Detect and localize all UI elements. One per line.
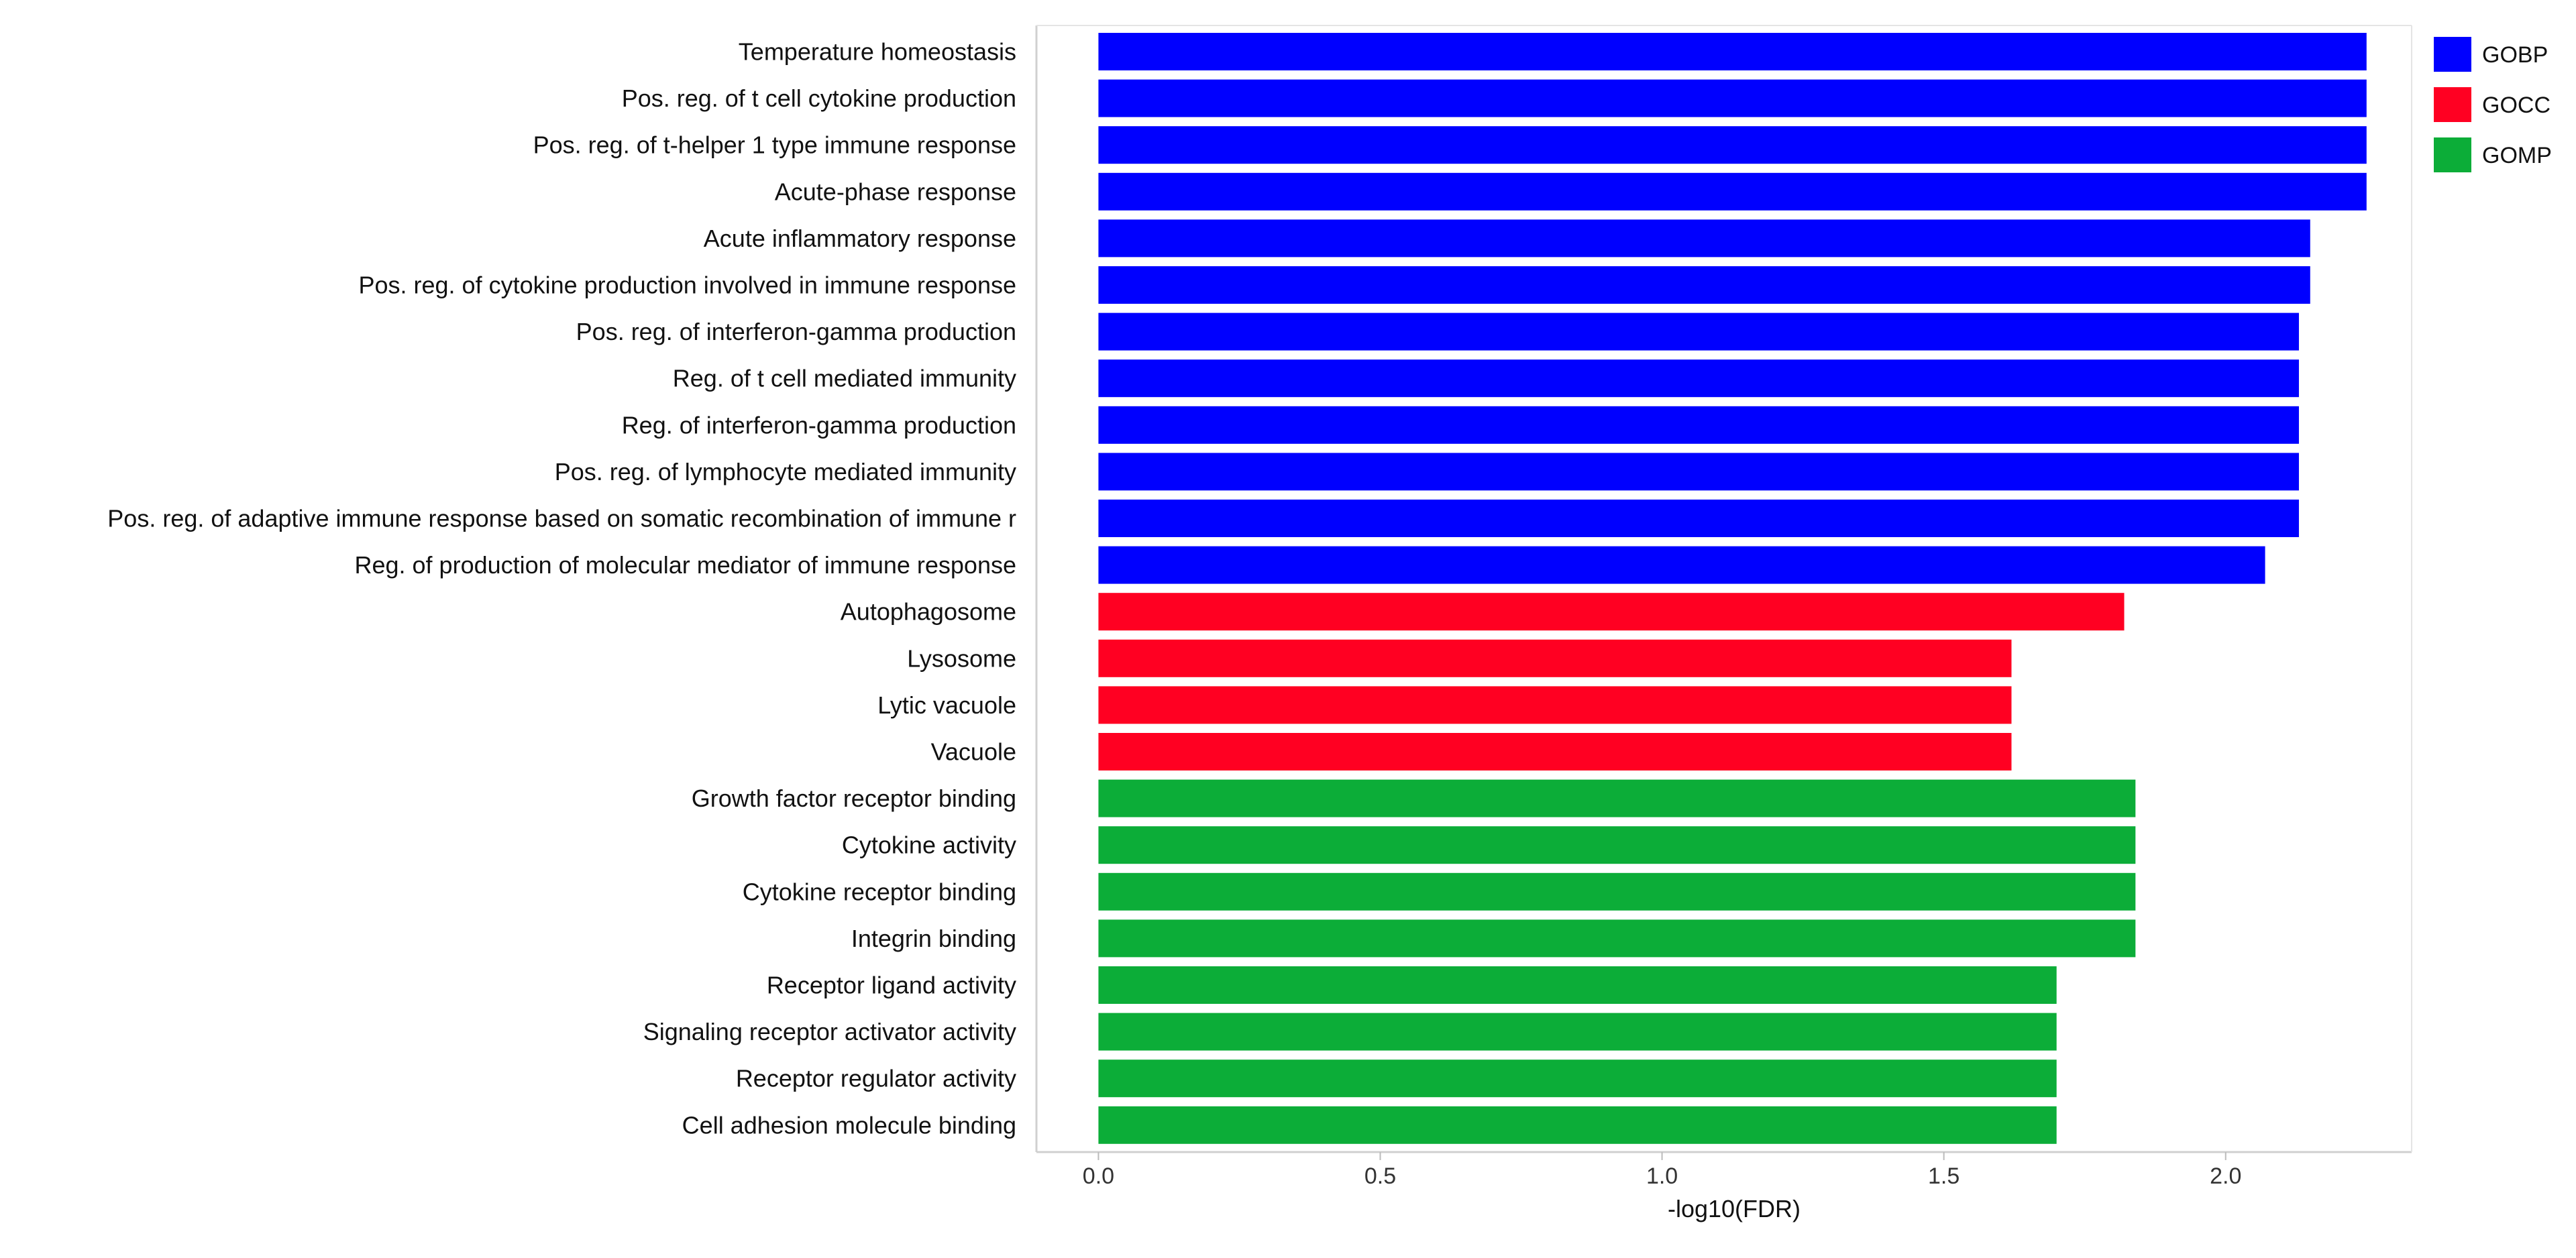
x-ticks: 0.0 0.5 1.0 1.5 2.0	[1083, 1152, 2241, 1189]
category-label: Receptor ligand activity	[767, 972, 1016, 999]
bar	[1098, 966, 2057, 1004]
bar	[1098, 79, 2367, 117]
category-label: Lysosome	[907, 644, 1016, 672]
bar	[1098, 686, 2012, 724]
category-label: Temperature homeostasis	[739, 38, 1016, 66]
category-label: Pos. reg. of lymphocyte mediated immunit…	[555, 458, 1016, 485]
category-label: Cytokine activity	[842, 832, 1016, 859]
category-label: Autophagosome	[841, 598, 1016, 626]
category-label: Acute-phase response	[775, 178, 1016, 205]
bar	[1098, 779, 2136, 817]
category-label: Growth factor receptor binding	[692, 785, 1016, 812]
bar	[1098, 266, 2310, 304]
bar	[1098, 1106, 2057, 1144]
category-label: Vacuole	[931, 738, 1016, 766]
category-labels: Temperature homeostasis Pos. reg. of t ce…	[107, 38, 1016, 1139]
bar	[1098, 33, 2367, 70]
legend-swatch	[2434, 37, 2471, 72]
legend-swatch	[2434, 87, 2471, 122]
x-axis-title: -log10(FDR)	[1668, 1195, 1801, 1222]
bar	[1098, 826, 2136, 864]
category-label: Cytokine receptor binding	[743, 878, 1016, 905]
bar	[1098, 919, 2136, 958]
bar	[1098, 733, 2012, 770]
category-label: Pos. reg. of cytokine production involve…	[358, 272, 1016, 299]
bar	[1098, 126, 2367, 164]
bar	[1098, 172, 2367, 211]
x-tick-label: 0.5	[1364, 1163, 1396, 1189]
bar	[1098, 312, 2299, 351]
legend-label: GOCC	[2482, 93, 2551, 118]
x-tick-label: 1.5	[1928, 1163, 1960, 1189]
axes	[1035, 25, 2412, 1153]
bar	[1098, 593, 2125, 631]
category-label: Receptor regulator activity	[736, 1065, 1016, 1092]
bar	[1098, 359, 2299, 398]
bar	[1098, 219, 2310, 258]
x-tick-label: 2.0	[2210, 1163, 2241, 1189]
bars	[1098, 33, 2367, 1144]
category-label: Pos. reg. of t-helper 1 type immune resp…	[533, 131, 1016, 159]
category-label: Lytic vacuole	[877, 691, 1016, 719]
category-label: Signaling receptor activator activity	[643, 1018, 1016, 1045]
x-tick-label: 0.0	[1083, 1163, 1114, 1189]
legend: GOBP GOCC GOMP	[2434, 37, 2552, 172]
category-label: Reg. of t cell mediated immunity	[673, 365, 1016, 392]
bar	[1098, 546, 2265, 584]
category-label: Reg. of interferon-gamma production	[622, 411, 1016, 439]
legend-label: GOBP	[2482, 42, 2548, 68]
bar	[1098, 639, 2012, 677]
bar	[1098, 453, 2299, 491]
x-tick-label: 1.0	[1646, 1163, 1678, 1189]
bar	[1098, 500, 2299, 537]
category-label: Reg. of production of molecular mediator…	[354, 551, 1016, 579]
bar	[1098, 872, 2136, 911]
legend-label: GOMP	[2482, 143, 2552, 168]
category-label: Integrin binding	[851, 925, 1016, 952]
category-label: Acute inflammatory response	[704, 225, 1016, 252]
bar	[1098, 1060, 2057, 1098]
legend-swatch	[2434, 137, 2471, 172]
category-label: Pos. reg. of t cell cytokine production	[622, 84, 1016, 112]
category-label: Cell adhesion molecule binding	[682, 1111, 1016, 1139]
bar	[1098, 406, 2299, 444]
bar	[1098, 1013, 2057, 1051]
category-label: Pos. reg. of interferon-gamma production	[576, 318, 1016, 345]
category-label: Pos. reg. of adaptive immune response ba…	[107, 505, 1016, 532]
